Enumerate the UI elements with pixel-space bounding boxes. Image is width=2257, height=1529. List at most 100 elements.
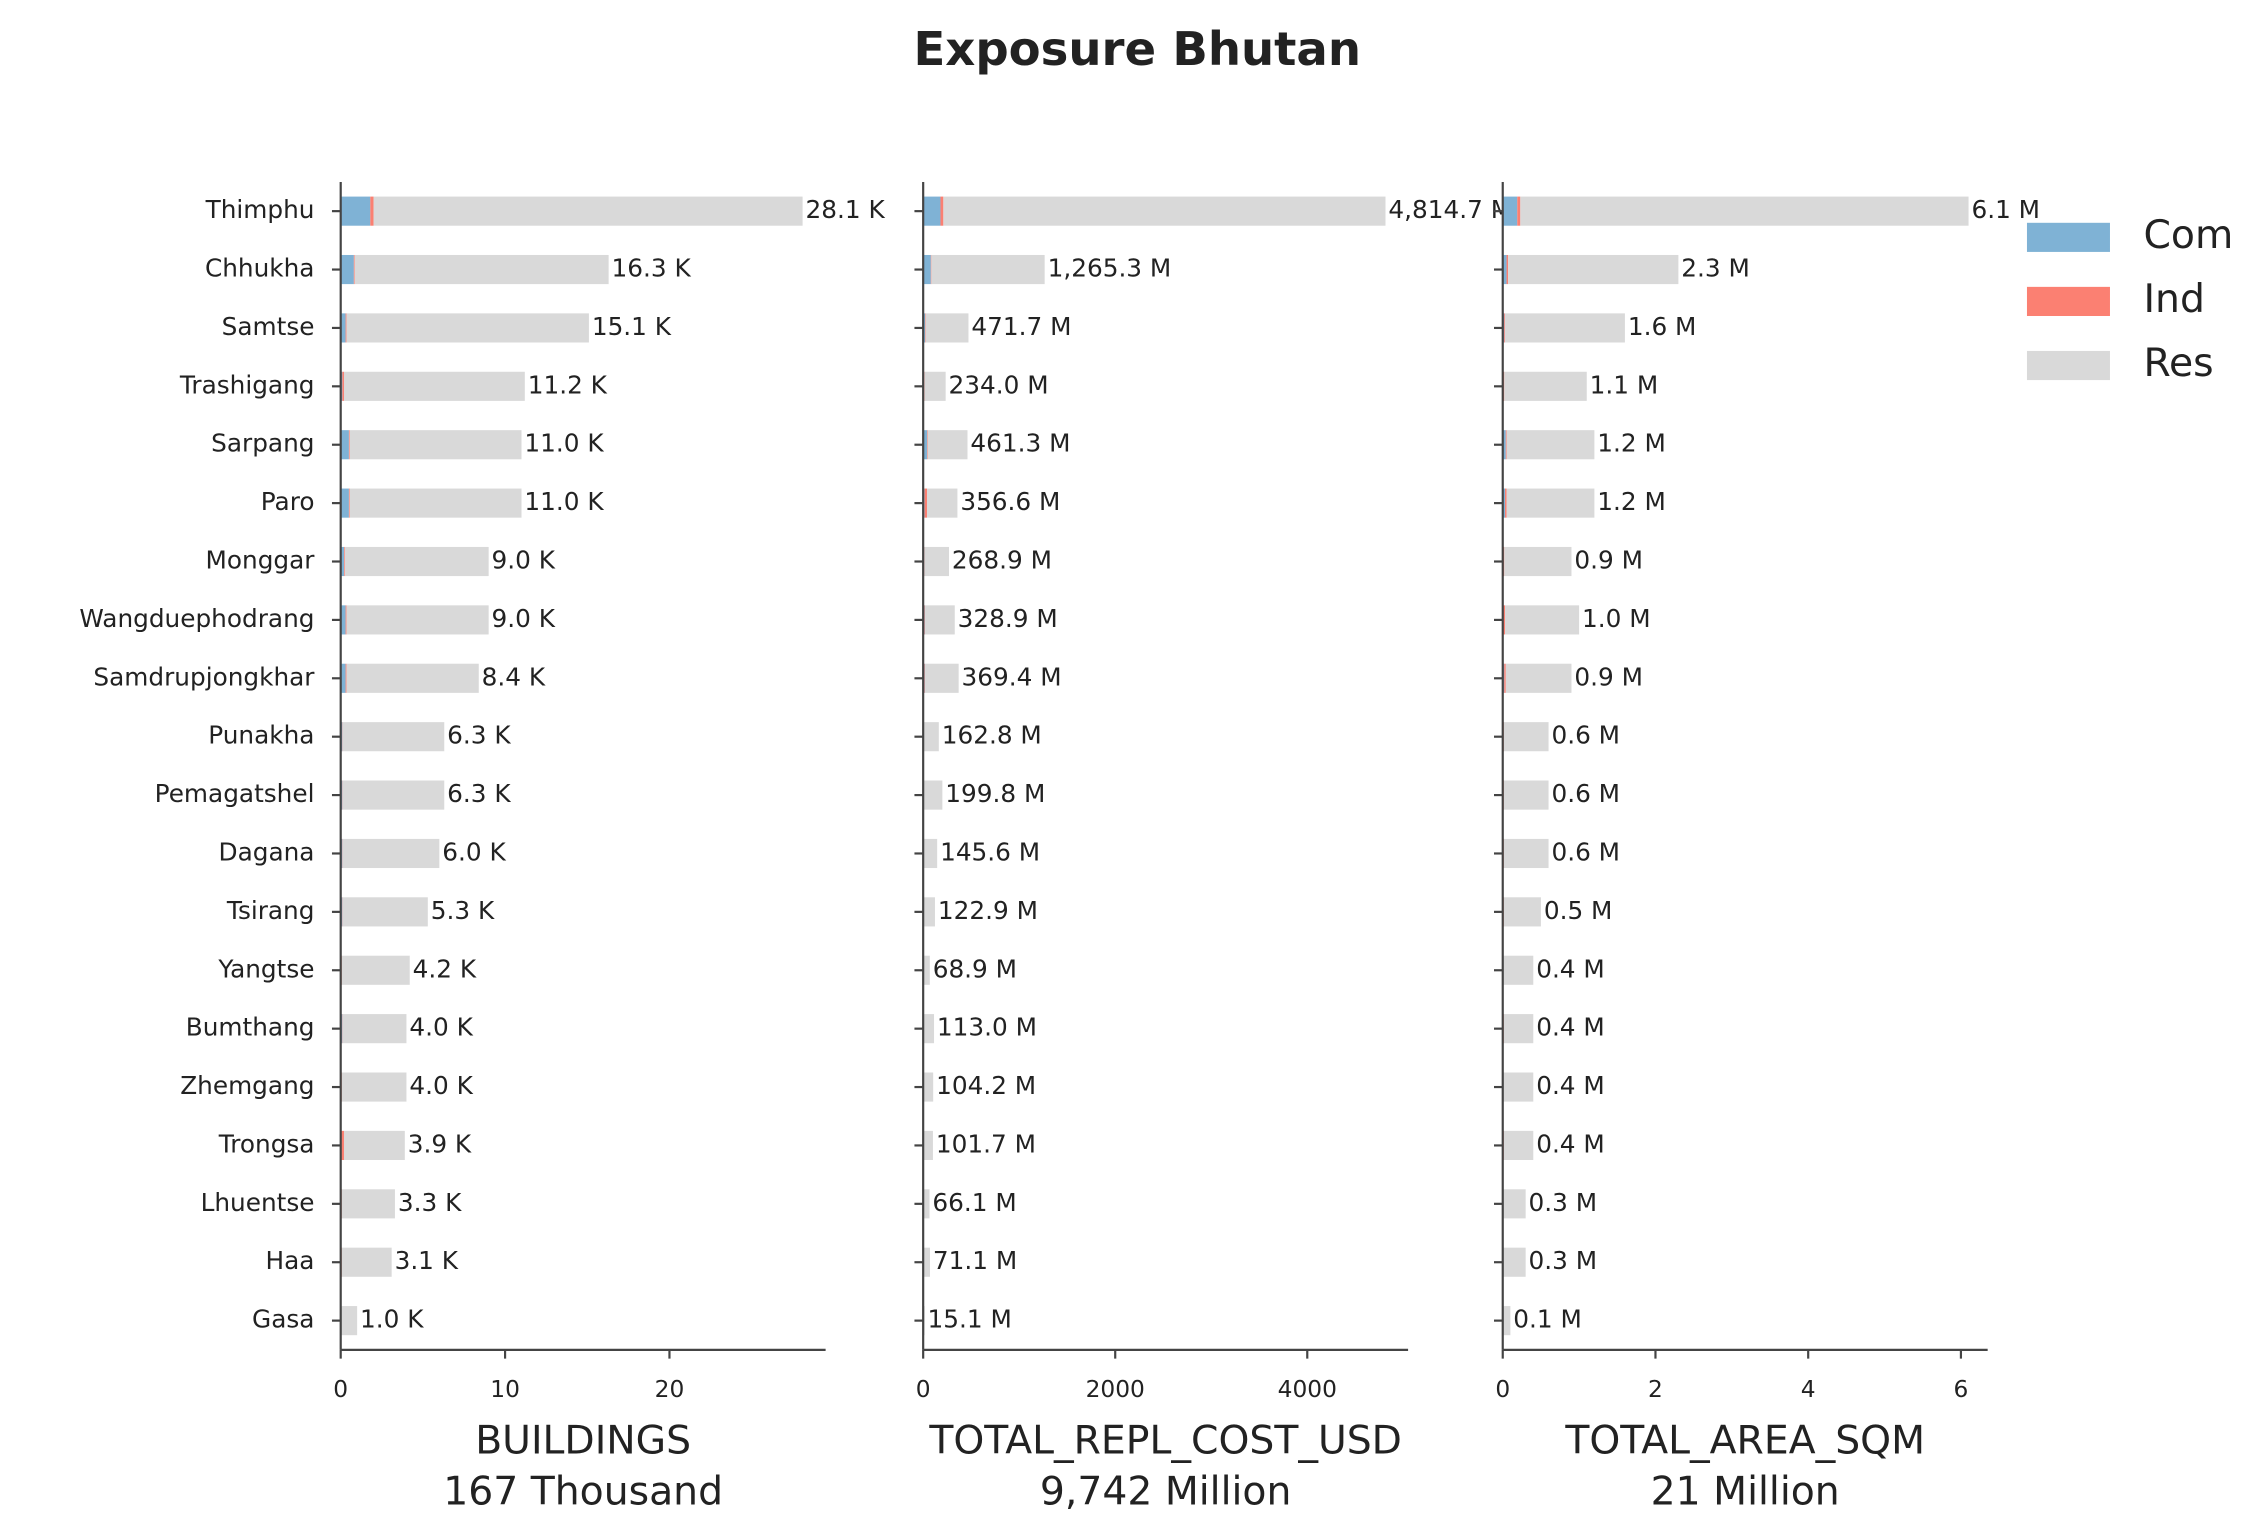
total-label: 3.9 K [408, 1129, 472, 1158]
bar-segment [1503, 1189, 1526, 1219]
bar-segment [343, 546, 345, 577]
bar-segment [931, 254, 1045, 285]
total-label: 0.9 M [1574, 546, 1643, 575]
total-label: 1.2 M [1597, 487, 1666, 516]
bar-segment [346, 605, 489, 635]
bar-segment [927, 488, 958, 518]
bar-segment [923, 1247, 931, 1277]
bar-segment [927, 430, 968, 460]
y-tick-label: Sarpang [211, 429, 314, 458]
total-label: 6.0 K [442, 837, 506, 866]
total-label: 1.0 K [360, 1305, 424, 1334]
bar-segment [341, 1072, 407, 1102]
bar-segment [341, 955, 410, 985]
bar-segment [340, 196, 371, 226]
total-label: 0.4 M [1536, 954, 1605, 983]
bar-segment [342, 897, 428, 927]
legend-swatch [2026, 350, 2110, 381]
bar-segment [923, 722, 939, 752]
y-tick-label: Pemagatshel [155, 779, 315, 808]
bar-segment [345, 605, 347, 635]
x-tick-label: 0 [1495, 1376, 1510, 1403]
bar-segment [340, 663, 346, 693]
total-label: 3.3 K [398, 1188, 462, 1217]
total-label: 471.7 M [971, 312, 1071, 341]
bar-segment [1505, 488, 1507, 518]
total-label: 9.0 K [492, 604, 556, 633]
bar-segment [923, 1014, 935, 1044]
bar-segment [1503, 371, 1505, 401]
bar-segment [1506, 488, 1595, 518]
bar-segment [923, 780, 943, 810]
y-tick-label: Trashigang [179, 370, 315, 399]
bar-segment [343, 1130, 405, 1161]
total-label: 328.9 M [958, 604, 1058, 633]
bar-segment [923, 430, 928, 460]
bar-segment [353, 254, 355, 285]
bar-segment [1505, 663, 1572, 693]
total-label: 0.6 M [1551, 837, 1620, 866]
bar-segment [1503, 1014, 1534, 1044]
y-tick-label: Punakha [208, 721, 314, 750]
y-tick-label: Trongsa [218, 1129, 315, 1158]
bar-segment [1503, 897, 1541, 927]
bar-segment [923, 838, 938, 869]
bar-segment [924, 371, 946, 401]
y-tick-label: Thimphu [205, 195, 315, 224]
bar-segment [341, 1247, 392, 1277]
bar-segment [925, 605, 955, 635]
y-tick-label: Samdrupjongkhar [93, 662, 315, 691]
x-tick-label: 4 [1801, 1376, 1816, 1403]
bar-segment [345, 313, 347, 343]
bar-segment [341, 1130, 344, 1161]
bar-segment [340, 546, 344, 577]
bar-segment [923, 1072, 934, 1102]
bar-segment [1503, 780, 1549, 810]
x-tick-label: 0 [333, 1376, 348, 1403]
total-label: 4,814.7 M [1388, 195, 1512, 224]
x-axis-subtitle: 21 Million [1651, 1470, 1840, 1515]
total-label: 199.8 M [945, 779, 1045, 808]
total-label: 1.2 M [1597, 429, 1666, 458]
total-label: 28.1 K [806, 195, 886, 224]
total-label: 9.0 K [492, 546, 556, 575]
total-label: 0.5 M [1544, 896, 1613, 925]
total-label: 162.8 M [942, 721, 1042, 750]
bar-segment [340, 605, 346, 635]
total-label: 8.4 K [482, 662, 546, 691]
bar-segment [346, 313, 589, 343]
y-tick-label: Yangtse [217, 954, 314, 983]
bar-segment [1502, 430, 1506, 460]
bar-segment [354, 254, 609, 285]
y-tick-label: Samtse [222, 312, 315, 341]
total-label: 11.0 K [524, 487, 604, 516]
x-axis-label: TOTAL_REPL_COST_USD [928, 1419, 1402, 1464]
bar-segment [349, 430, 522, 460]
y-tick-label: Zhemgang [180, 1071, 314, 1100]
bar-segment [340, 488, 349, 518]
y-tick-label: Haa [266, 1246, 315, 1275]
bar-segment [341, 1189, 395, 1219]
x-axis-subtitle: 167 Thousand [443, 1470, 723, 1515]
bar-segment [924, 488, 928, 518]
legend-label: Ind [2143, 277, 2204, 322]
x-tick-label: 6 [1954, 1376, 1969, 1403]
bar-segment [1506, 430, 1595, 460]
bar-segment [346, 663, 479, 693]
bar-segment [943, 196, 1386, 226]
bar-segment [940, 196, 944, 226]
total-label: 0.9 M [1574, 662, 1643, 691]
bar-segment [1502, 254, 1507, 285]
bar-segment [1503, 1247, 1526, 1277]
total-label: 68.9 M [933, 954, 1017, 983]
total-label: 3.1 K [395, 1246, 459, 1275]
bar-segment [373, 196, 803, 226]
total-label: 15.1 K [592, 312, 672, 341]
total-label: 268.9 M [952, 546, 1052, 575]
bar-segment [1505, 605, 1580, 635]
bar-segment [340, 313, 346, 343]
bar-segment [1508, 254, 1679, 285]
total-label: 2.3 M [1681, 254, 1750, 283]
total-label: 11.2 K [528, 370, 608, 399]
total-label: 461.3 M [970, 429, 1070, 458]
